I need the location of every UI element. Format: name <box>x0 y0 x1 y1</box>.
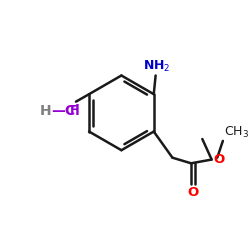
Text: CH$_3$: CH$_3$ <box>224 125 249 140</box>
Text: H: H <box>40 104 51 118</box>
Text: O: O <box>214 153 225 166</box>
Text: F: F <box>70 104 78 117</box>
Text: NH$_2$: NH$_2$ <box>143 58 170 74</box>
Text: O: O <box>187 186 198 199</box>
Text: —Cl: —Cl <box>51 104 80 118</box>
